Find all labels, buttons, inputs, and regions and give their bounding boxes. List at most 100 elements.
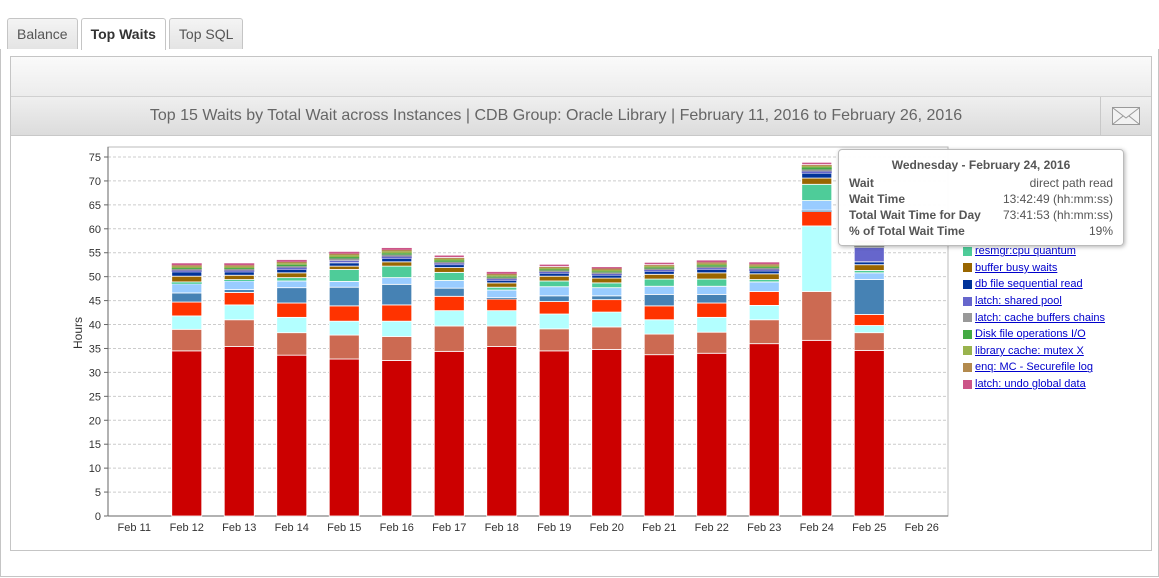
tooltip-heading: Wednesday - February 24, 2016	[891, 158, 1071, 172]
legend-link[interactable]: latch: undo global data	[975, 378, 1086, 391]
bar-segment	[801, 339, 833, 517]
y-tick-label: 60	[89, 224, 101, 236]
bar-segment	[696, 352, 728, 517]
legend-link[interactable]: library cache: mutex X	[975, 344, 1084, 357]
bar-segment	[381, 283, 413, 306]
bar-segment	[853, 349, 885, 517]
bar-segment	[171, 315, 203, 330]
legend-swatch	[963, 246, 972, 256]
tooltip-value: 13:42:49 (hh:mm:ss)	[1002, 192, 1113, 206]
bar-segment	[749, 267, 780, 269]
bar-segment	[748, 291, 780, 306]
bar-segment	[171, 301, 203, 317]
bar-segment	[696, 268, 727, 270]
legend-item[interactable]: buffer busy waits	[963, 260, 1105, 277]
bar-segment	[644, 266, 675, 268]
bar-segment	[224, 268, 255, 270]
bar-segment	[223, 280, 255, 290]
legend-item[interactable]: resmgr:cpu quantum	[963, 243, 1105, 260]
tab-top-sql[interactable]: Top SQL	[168, 18, 244, 49]
legend-item[interactable]: latch: undo global data	[963, 376, 1105, 393]
bar-segment	[433, 350, 465, 517]
y-tick-label: 25	[89, 391, 101, 403]
chart-title: Top 15 Waits by Total Wait across Instan…	[149, 107, 963, 124]
x-tick-label: Feb 12	[170, 522, 204, 534]
legend-link[interactable]: db file sequential read	[975, 278, 1083, 291]
tab-balance[interactable]: Balance	[7, 18, 78, 49]
chart-panel: Top 15 Waits by Total Wait across Instan…	[10, 56, 1152, 551]
legend-link[interactable]: resmgr:cpu quantum	[975, 245, 1076, 258]
bar-segment	[801, 183, 833, 201]
y-tick-label: 5	[95, 487, 101, 499]
bar-segment	[696, 293, 728, 304]
bar-segment	[591, 273, 622, 276]
bar-segment	[853, 279, 885, 315]
legend-link[interactable]: buffer busy waits	[975, 261, 1058, 274]
bar-segment	[381, 254, 412, 257]
bar-segment	[539, 270, 570, 272]
bar-segment	[381, 265, 413, 279]
bar-segment	[591, 271, 622, 273]
bar-segment	[329, 253, 360, 256]
x-tick-label: Feb 16	[380, 522, 414, 534]
bar-segment	[486, 310, 518, 327]
bar-segment	[748, 304, 780, 321]
bar-segment	[328, 358, 360, 517]
y-tick-label: 65	[89, 200, 101, 212]
bar-segment	[644, 264, 675, 267]
bar-segment	[801, 172, 833, 179]
legend: resmgr:cpu quantum buffer busy waits db fi…	[963, 143, 1105, 398]
bar-segment	[381, 336, 413, 361]
legend-item[interactable]: db file sequential read	[963, 276, 1105, 293]
x-tick-label: Feb 13	[222, 522, 256, 534]
bar-segment	[591, 277, 623, 284]
legend-item[interactable]: latch: cache buffers chains	[963, 309, 1105, 326]
bar-segment	[381, 320, 413, 337]
bar-segment	[538, 263, 570, 268]
bar-segment	[644, 267, 675, 269]
legend-link[interactable]: Disk file operations I/O	[975, 328, 1086, 341]
legend-item[interactable]: latch: shared pool	[963, 293, 1105, 310]
y-tick-label: 35	[89, 343, 101, 355]
bar-segment	[329, 251, 360, 254]
tooltip-row: Total Wait Time for Day 73:41:53 (hh:mm:s…	[849, 207, 1113, 223]
bar-segment	[749, 264, 780, 266]
bar-segment	[801, 164, 832, 167]
bar-segment	[328, 265, 360, 270]
email-button[interactable]	[1100, 97, 1151, 135]
bar-segment	[801, 166, 832, 168]
bar-segment	[486, 346, 518, 517]
bar-segment	[276, 354, 308, 517]
tab-top-waits[interactable]: Top Waits	[80, 18, 166, 50]
x-tick-label: Feb 18	[485, 522, 519, 534]
bar-segment	[696, 269, 728, 274]
tooltip-value: 73:41:53 (hh:mm:ss)	[1002, 208, 1113, 222]
bar-segment	[433, 267, 465, 273]
bar-segment	[381, 304, 413, 322]
legend-item[interactable]: library cache: mutex X	[963, 343, 1105, 360]
chart-title-bar: Top 15 Waits by Total Wait across Instan…	[11, 97, 1151, 136]
legend-link[interactable]: enq: MC - Securefile log	[975, 361, 1093, 374]
tooltip-row: Wait direct path read	[849, 175, 1113, 191]
bar-segment	[591, 267, 622, 269]
legend-item[interactable]: enq: MC - Securefile log	[963, 359, 1105, 376]
legend-item[interactable]: Disk file operations I/O	[963, 326, 1105, 343]
bar-segment	[853, 247, 885, 263]
bar-segment	[696, 278, 728, 287]
bar-segment	[171, 283, 203, 294]
bar-segment	[276, 280, 308, 289]
bar-segment	[224, 266, 255, 269]
legend-link[interactable]: latch: shared pool	[975, 295, 1062, 308]
bar-segment	[801, 167, 832, 170]
bar-segment	[276, 266, 307, 268]
legend-link[interactable]: latch: cache buffers chains	[975, 311, 1106, 324]
legend-swatch	[963, 296, 972, 306]
bar-segment	[486, 276, 517, 278]
bar-segment	[328, 259, 360, 264]
bar-segment	[171, 268, 202, 270]
bar-segment	[643, 261, 675, 266]
bar-segment	[171, 265, 202, 267]
bar-segment	[328, 320, 360, 336]
legend-swatch	[963, 362, 972, 372]
